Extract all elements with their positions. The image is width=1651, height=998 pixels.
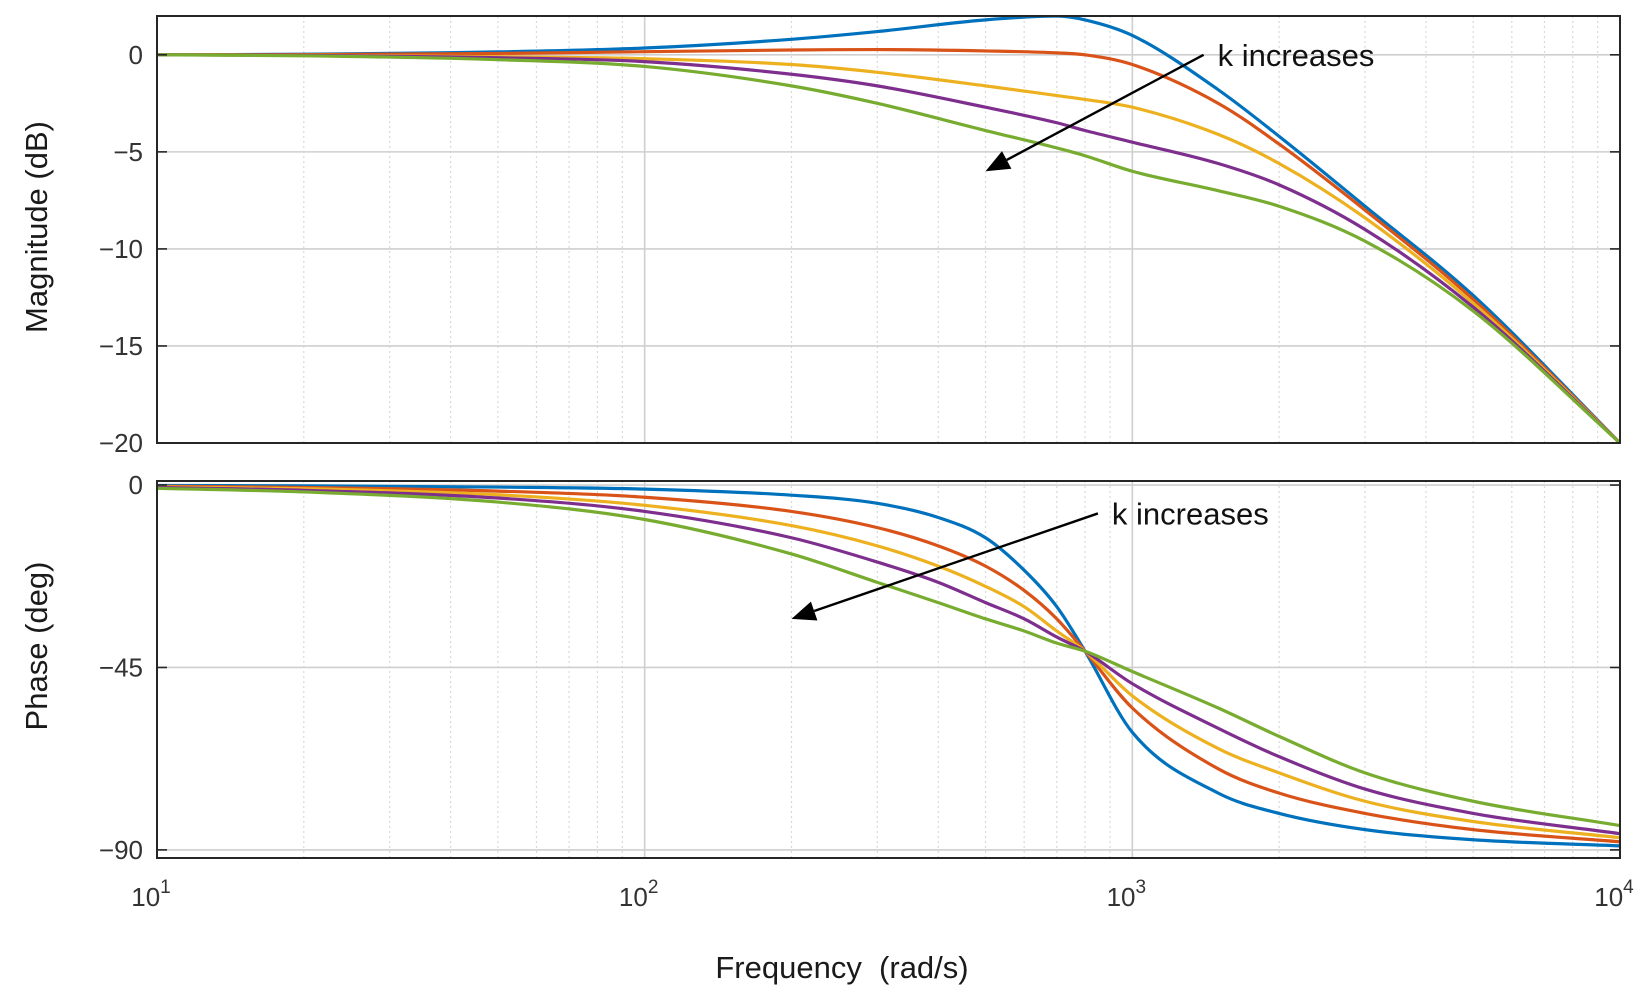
x-tick-label: 103 xyxy=(1107,877,1147,912)
phase-series-k1 xyxy=(157,483,1620,848)
phase-series-k2 xyxy=(157,484,1620,844)
phase-series-k4 xyxy=(157,485,1620,836)
magnitude-annotation-arrow xyxy=(1006,53,1205,162)
phase-ytick-label: 0 xyxy=(129,470,143,500)
phase-ytick-label: −90 xyxy=(99,835,143,865)
magnitude-ytick-label: −15 xyxy=(99,331,143,361)
phase-series-k5 xyxy=(157,486,1620,828)
phase-panel: 0 −45 −90 101 102 103 104 k increases xyxy=(99,470,1634,912)
x-tick-label: 104 xyxy=(1594,877,1634,912)
magnitude-ytick-label: 0 xyxy=(129,40,143,70)
magnitude-series-k2 xyxy=(157,47,1620,443)
phase-axes-box xyxy=(156,480,1621,859)
phase-annotation-text: k increases xyxy=(1112,496,1269,531)
phase-plot-area xyxy=(157,481,1620,858)
magnitude-annotation-text: k increases xyxy=(1218,38,1375,73)
magnitude-axes-box xyxy=(156,15,1621,444)
phase-annotation-arrow xyxy=(813,512,1099,613)
phase-series-k3 xyxy=(157,485,1620,840)
x-tick-label: 101 xyxy=(131,877,171,912)
magnitude-series-k4 xyxy=(157,53,1620,443)
magnitude-ytick-label: −5 xyxy=(113,137,143,167)
magnitude-series-k5 xyxy=(157,53,1620,443)
magnitude-panel: 0 −5 −10 −15 −20 k increases xyxy=(99,15,1621,458)
phase-annotation-arrowhead xyxy=(791,601,818,621)
magnitude-annotation-arrowhead xyxy=(985,151,1012,172)
frequency-x-axis-label: Frequency (rad/s) xyxy=(715,950,968,985)
magnitude-y-axis-label: Magnitude (dB) xyxy=(19,121,54,333)
magnitude-ytick-label: −20 xyxy=(99,428,143,458)
phase-y-axis-label: Phase (deg) xyxy=(19,562,54,731)
phase-ytick-label: −45 xyxy=(99,652,143,682)
magnitude-plot-area xyxy=(157,16,1620,443)
x-tick-label: 102 xyxy=(619,877,659,912)
magnitude-ytick-label: −10 xyxy=(99,234,143,264)
